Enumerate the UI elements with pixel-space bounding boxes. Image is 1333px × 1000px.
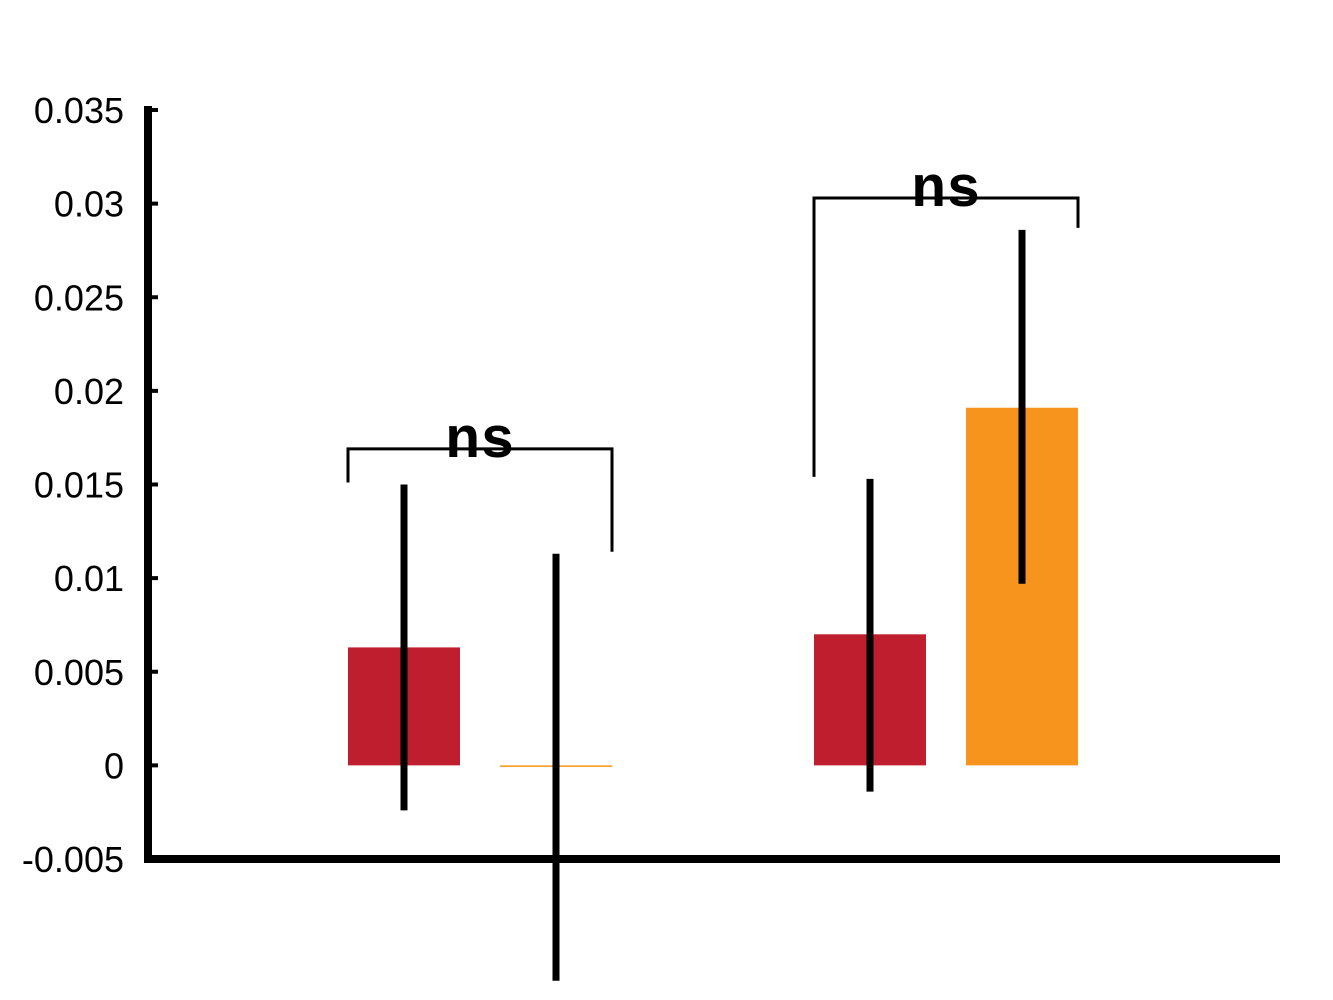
y-tick-label: 0.01: [54, 558, 124, 599]
significance-label-2: ns: [911, 159, 981, 224]
y-tick-label: 0: [104, 745, 124, 786]
y-tick-label: 0.035: [34, 90, 124, 131]
y-tick-label: 0.005: [34, 652, 124, 693]
y-tick-label: 0.03: [54, 184, 124, 225]
y-tick-label: -0.005: [22, 839, 124, 880]
significance-bracket-2: [812, 196, 1080, 477]
y-tick-label: 0.02: [54, 371, 124, 412]
significance-bracket-1: [346, 447, 614, 552]
significance-label-1: ns: [445, 410, 515, 475]
y-tick-label: 0.015: [34, 465, 124, 506]
error-bars-layer: [400, 229, 1026, 981]
significance-layer: ns ns: [346, 159, 1080, 552]
y-ticks-layer: -0.005 0 0.005 0.01 0.015 0.02 0.025 0.03 0.035: [22, 90, 158, 880]
axes-layer: [144, 106, 1280, 863]
y-tick-label: 0.025: [34, 277, 124, 318]
